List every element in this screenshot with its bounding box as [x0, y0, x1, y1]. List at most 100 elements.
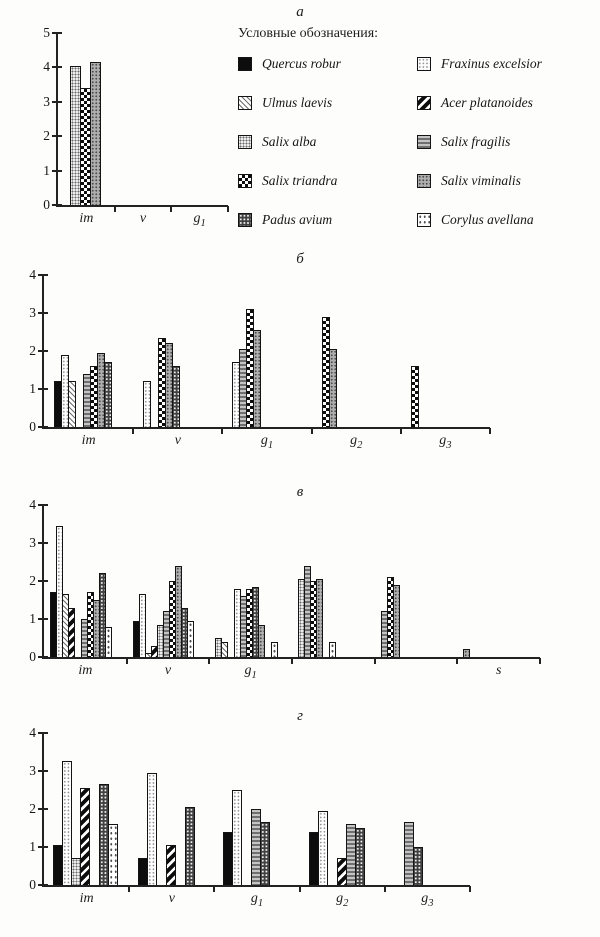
y-axis-labels: 0 1 2 3 4 [18, 726, 42, 892]
bar-fraxinus [232, 790, 243, 885]
bar-group-g1 [209, 505, 293, 664]
panel-label-g: г [297, 708, 303, 724]
x-axis-labels: im v g1 g2 g3 [44, 891, 470, 909]
y-tick-mark [52, 32, 62, 34]
y-tick-label: 4 [29, 497, 36, 512]
y-tick-label: 0 [29, 877, 36, 892]
legend-species-name: Salix alba [262, 134, 317, 149]
bar-padus [252, 587, 260, 657]
bar-group-im [44, 505, 128, 664]
legend-species-name: Quercus robur [262, 56, 341, 71]
y-tick-label: 4 [43, 59, 50, 75]
chart-body: 0 1 2 3 4 [18, 498, 541, 664]
y-tick-label: 4 [29, 725, 36, 740]
bar-padus [99, 573, 106, 657]
legend-species-name: Salix viminalis [441, 173, 521, 188]
legend-swatch-acer-icon [417, 96, 431, 110]
x-tick-label: g2 [336, 891, 349, 909]
y-tick-label: 0 [29, 649, 36, 664]
y-tick-label: 1 [29, 839, 36, 854]
legend-species-name: Ulmus laevis [262, 95, 333, 110]
x-tick-label: g3 [439, 433, 452, 451]
legend-swatch-fragilis-icon [417, 135, 431, 149]
bar-fraxinus [143, 381, 152, 427]
y-tick-mark [52, 169, 62, 172]
legend-swatch-triandra-icon [238, 174, 252, 188]
y-tick-label: 1 [29, 381, 36, 396]
y-tick-label: 4 [29, 267, 36, 282]
y-tick-mark [38, 542, 48, 544]
legend-swatch-quercus-icon [238, 57, 252, 71]
bar-corylus [105, 627, 112, 657]
y-tick-label: 3 [29, 763, 36, 778]
legend-swatch-padus-icon [238, 213, 252, 227]
y-axis-labels: 0 1 2 3 4 [18, 498, 42, 664]
bar-group-g3 [401, 275, 492, 434]
y-tick-mark [38, 846, 48, 848]
x-tick-label: s [495, 663, 502, 678]
chart-panel-b: 0 1 2 3 4 im v g1 g2 g3 [18, 266, 492, 451]
bar-group-g1 [171, 33, 229, 212]
y-tick-label: 2 [29, 343, 36, 358]
plot-area [38, 732, 472, 892]
chart-body: 0 1 2 3 4 [18, 726, 472, 892]
bar-viminalis [258, 625, 266, 657]
legend-species-name: Salix fragilis [441, 134, 511, 149]
x-tick-label: g1 [244, 663, 257, 681]
bar-viminalis [463, 649, 471, 657]
bar-padus [354, 828, 365, 885]
y-tick-label: 1 [29, 611, 36, 626]
x-tick-label: g3 [421, 891, 434, 909]
legend-item: Fraxinus excelsior [417, 56, 594, 72]
bar-group-g2 [312, 275, 403, 434]
bar-padus [260, 822, 271, 885]
legend-swatch-alba-icon [238, 135, 252, 149]
x-tick-label: g2 [350, 433, 363, 451]
legend-species-name: Corylus avellana [441, 212, 534, 227]
panel-label-v: в [296, 484, 304, 500]
y-tick-mark [38, 312, 48, 314]
legend-item: Salix triandra [238, 173, 413, 189]
bar-viminalis [392, 585, 400, 657]
legend-item: Quercus robur [238, 56, 413, 72]
x-tick-label: v [174, 433, 181, 448]
bar-padus [185, 807, 196, 885]
legend-swatch-ulmus-icon [238, 96, 252, 110]
legend-item: Padus avium [238, 212, 413, 228]
bar-group-v [127, 505, 211, 664]
y-tick-mark [38, 656, 48, 658]
bar-corylus [271, 642, 279, 657]
bar-group-blank [292, 505, 376, 664]
legend-species-name: Padus avium [262, 212, 333, 227]
bar-padus [104, 362, 112, 427]
bar-groups [44, 505, 541, 664]
y-tick-mark [38, 770, 48, 772]
chart-body: 0 1 2 3 4 5 [32, 26, 229, 212]
bar-groups [58, 33, 229, 212]
bar-ulmus [221, 642, 229, 657]
bar-corylus [186, 621, 194, 657]
bar-viminalis [316, 579, 324, 657]
bar-fraxinus [138, 594, 146, 657]
y-tick-label: 0 [29, 419, 36, 434]
y-tick-mark [52, 66, 62, 69]
bar-group-g3 [385, 733, 472, 892]
bar-triandra [410, 366, 419, 427]
bar-group-im [44, 733, 131, 892]
bar-viminalis [253, 330, 262, 427]
y-axis-labels: 0 1 2 3 4 [18, 268, 42, 434]
x-tick-label: im [79, 211, 94, 226]
legend-swatch-corylus-icon [417, 213, 431, 227]
bar-group-im [58, 33, 116, 212]
legend-species-name: Fraxinus excelsior [441, 56, 542, 71]
legend-item: Salix fragilis [417, 134, 594, 150]
panel-label-a: а [296, 4, 304, 20]
bar-padus [172, 366, 181, 427]
y-tick-mark [38, 426, 48, 428]
bar-group-g2 [300, 733, 387, 892]
y-tick-mark [38, 808, 48, 810]
bar-group-v [129, 733, 216, 892]
legend-item: Ulmus laevis [238, 95, 413, 111]
legend-title: Условные обозначения: [238, 26, 379, 41]
bar-group-g1 [222, 275, 313, 434]
